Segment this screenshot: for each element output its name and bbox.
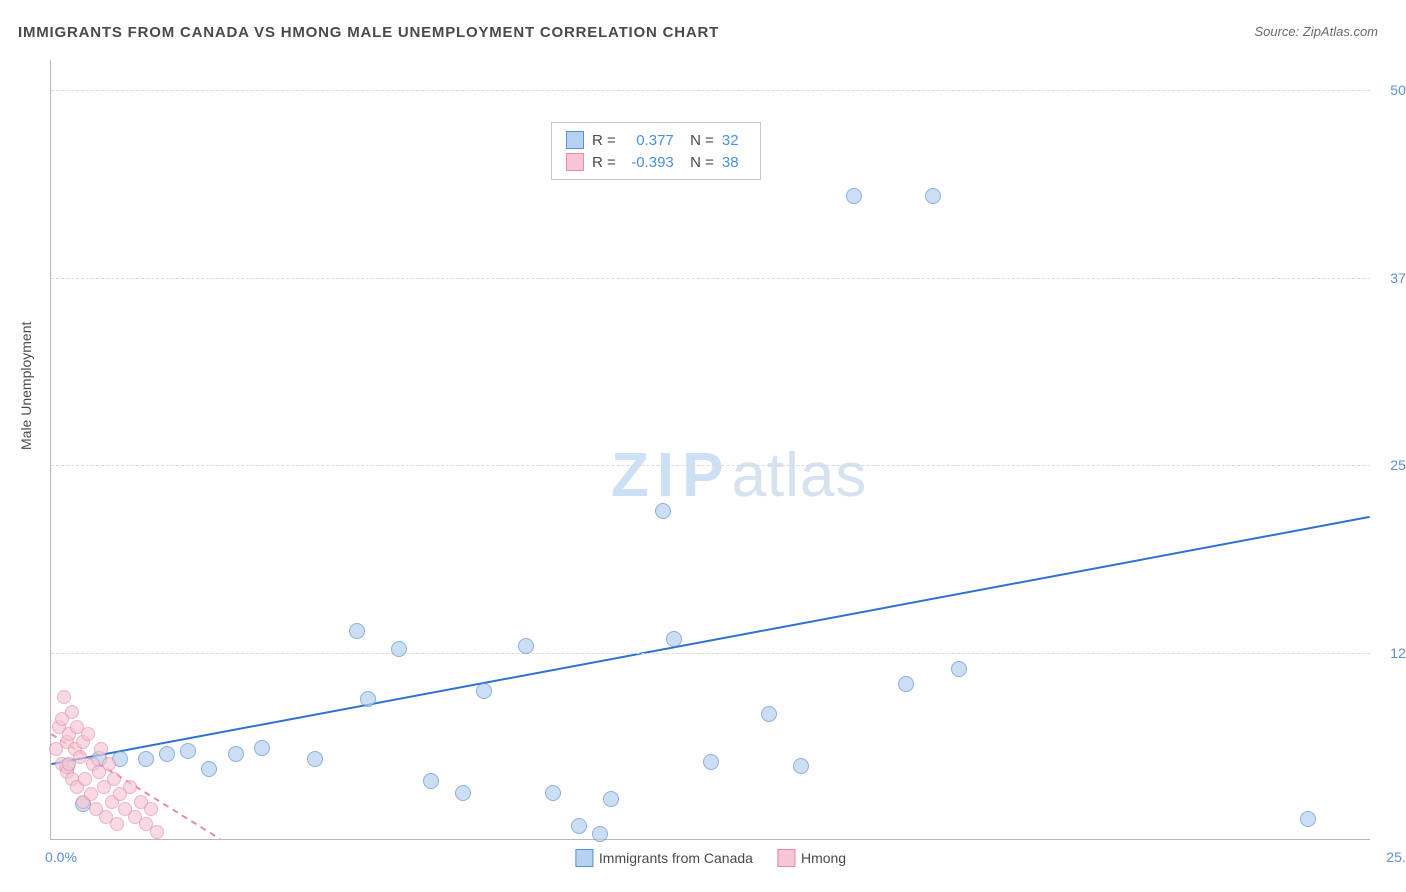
data-point-canada <box>254 740 270 756</box>
data-point-canada <box>545 785 561 801</box>
data-point-canada <box>761 706 777 722</box>
grid-line <box>51 278 1370 279</box>
y-tick-label: 12.5% <box>1390 645 1406 661</box>
legend-label: Hmong <box>801 850 846 866</box>
data-point-hmong <box>102 757 116 771</box>
stats-row: R = -0.393 N = 38 <box>566 151 746 173</box>
data-point-hmong <box>84 787 98 801</box>
data-point-canada <box>455 785 471 801</box>
data-point-canada <box>180 743 196 759</box>
plot-area: ZIPatlas R = 0.377 N = 32 R = -0.393 N =… <box>50 60 1370 840</box>
grid-line <box>51 653 1370 654</box>
grid-line <box>51 465 1370 466</box>
data-point-hmong <box>57 690 71 704</box>
stats-box: R = 0.377 N = 32 R = -0.393 N = 38 <box>551 122 761 180</box>
data-point-hmong <box>94 742 108 756</box>
data-point-canada <box>846 188 862 204</box>
data-point-canada <box>951 661 967 677</box>
stat-r-label: R = <box>592 154 616 171</box>
stat-n-label: N = <box>682 132 714 149</box>
y-axis-label: Male Unemployment <box>18 322 34 450</box>
bottom-legend: Immigrants from Canada Hmong <box>575 849 846 867</box>
stat-swatch-icon <box>566 153 584 171</box>
data-point-canada <box>159 746 175 762</box>
chart-title: IMMIGRANTS FROM CANADA VS HMONG MALE UNE… <box>18 24 719 41</box>
data-point-hmong <box>150 825 164 839</box>
legend-item: Immigrants from Canada <box>575 849 753 867</box>
stats-row: R = 0.377 N = 32 <box>566 129 746 151</box>
legend-item: Hmong <box>777 849 846 867</box>
data-point-canada <box>201 761 217 777</box>
data-point-hmong <box>107 772 121 786</box>
data-point-canada <box>307 751 323 767</box>
legend-label: Immigrants from Canada <box>599 850 753 866</box>
y-tick-label: 37.5% <box>1390 270 1406 286</box>
source-label: Source: ZipAtlas.com <box>1254 24 1378 39</box>
x-tick-label: 0.0% <box>45 849 77 865</box>
data-point-hmong <box>78 772 92 786</box>
data-point-canada <box>898 676 914 692</box>
data-point-canada <box>655 503 671 519</box>
data-point-canada <box>349 623 365 639</box>
data-point-canada <box>666 631 682 647</box>
y-tick-label: 25.0% <box>1390 457 1406 473</box>
data-point-canada <box>592 826 608 842</box>
stat-swatch-icon <box>566 131 584 149</box>
data-point-canada <box>793 758 809 774</box>
legend-swatch-icon <box>575 849 593 867</box>
stat-r-value: 0.377 <box>624 132 674 149</box>
data-point-canada <box>360 691 376 707</box>
data-point-canada <box>925 188 941 204</box>
data-point-hmong <box>73 750 87 764</box>
stat-n-label: N = <box>682 154 714 171</box>
x-tick-label: 25.0% <box>1386 849 1406 865</box>
data-point-canada <box>423 773 439 789</box>
data-point-canada <box>391 641 407 657</box>
data-point-canada <box>476 683 492 699</box>
y-tick-label: 50.0% <box>1390 82 1406 98</box>
stat-n-value: 32 <box>722 132 746 149</box>
grid-line <box>51 90 1370 91</box>
data-point-canada <box>518 638 534 654</box>
data-point-canada <box>138 751 154 767</box>
stat-n-value: 38 <box>722 154 746 171</box>
watermark: ZIPatlas <box>611 440 867 511</box>
data-point-hmong <box>65 705 79 719</box>
data-point-canada <box>1300 811 1316 827</box>
data-point-hmong <box>81 727 95 741</box>
legend-swatch-icon <box>777 849 795 867</box>
data-point-canada <box>703 754 719 770</box>
stat-r-label: R = <box>592 132 616 149</box>
stat-r-value: -0.393 <box>624 154 674 171</box>
data-point-canada <box>228 746 244 762</box>
data-point-hmong <box>123 780 137 794</box>
data-point-hmong <box>110 817 124 831</box>
data-point-canada <box>603 791 619 807</box>
data-point-canada <box>571 818 587 834</box>
data-point-hmong <box>144 802 158 816</box>
